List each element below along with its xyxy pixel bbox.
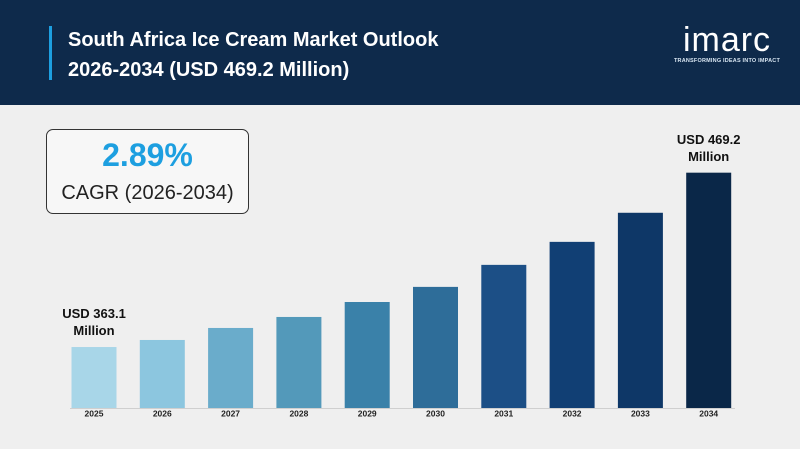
bar	[344, 302, 390, 408]
x-tick-label: 2029	[358, 408, 377, 418]
x-tick-label: 2028	[289, 408, 308, 418]
cagr-box: 2.89% CAGR (2026-2034)	[46, 129, 249, 214]
value-label: USD 469.2 Million	[676, 131, 741, 164]
bar	[686, 172, 732, 408]
x-tick-label: 2027	[221, 408, 240, 418]
cagr-value: 2.89%	[102, 137, 193, 173]
x-tick-label: 2026	[153, 408, 172, 418]
value-label: USD 363.1 Million	[62, 306, 126, 339]
header	[0, 0, 800, 105]
chart-title: South Africa Ice Cream Market Outlook 20…	[68, 29, 439, 81]
logo-tagline: TRANSFORMING IDEAS INTO IMPACT	[673, 58, 781, 64]
x-tick-label: 2025	[85, 408, 104, 418]
x-tick-label: 2031	[494, 408, 513, 418]
bar	[617, 212, 663, 408]
bar	[481, 264, 527, 408]
x-tick-label: 2033	[631, 408, 650, 418]
cagr-label: CAGR (2026-2034)	[61, 182, 234, 204]
bar	[276, 316, 322, 408]
x-tick-label: 2032	[563, 408, 582, 418]
bar	[413, 286, 458, 408]
bar	[208, 327, 254, 408]
bar	[139, 339, 185, 408]
bar	[549, 241, 595, 408]
bar	[71, 347, 117, 408]
x-tick-label: 2034	[699, 408, 718, 418]
accent-line	[49, 26, 52, 80]
logo-name: imarc	[682, 21, 772, 59]
logo: imarc TRANSFORMING IDEAS INTO IMPACT	[672, 22, 782, 64]
x-tick-label: 2030	[426, 408, 445, 418]
